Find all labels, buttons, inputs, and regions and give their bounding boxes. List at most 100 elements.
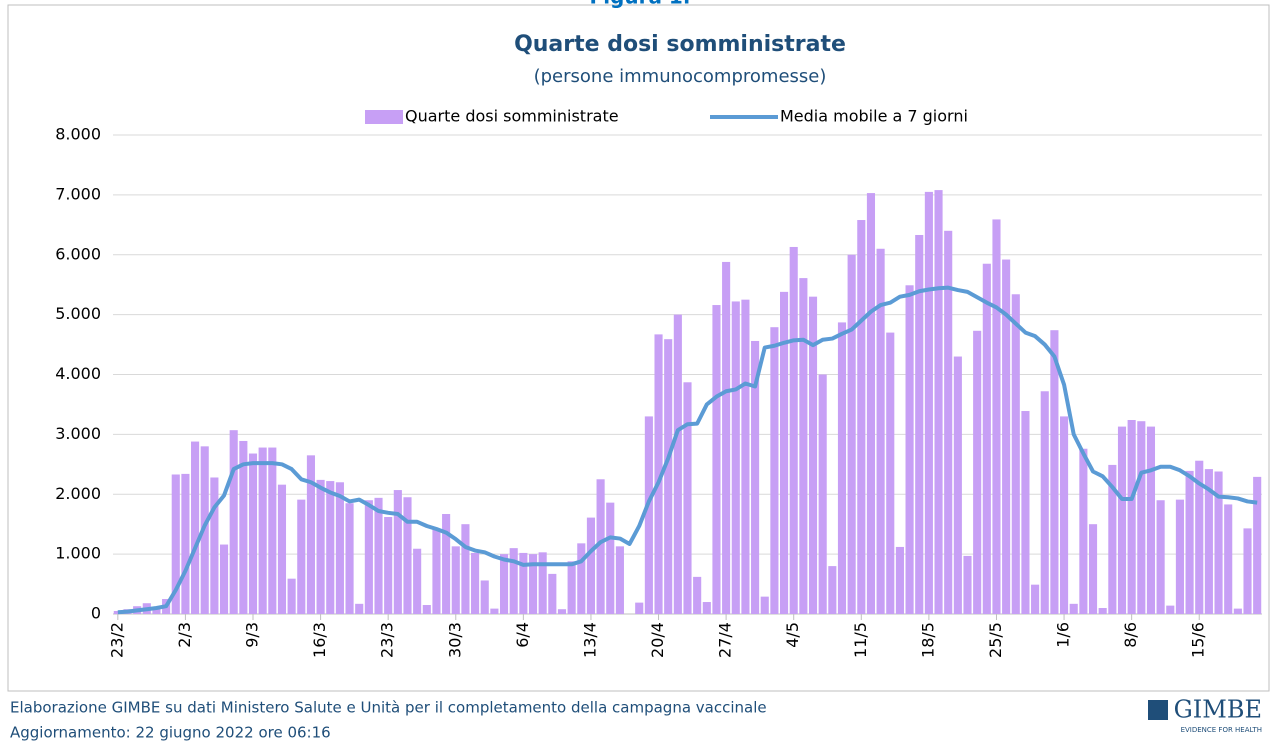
bar [499, 554, 509, 614]
bar [1117, 426, 1127, 614]
bar [924, 191, 933, 614]
bar [490, 608, 499, 614]
bar [992, 219, 1001, 614]
bar [1185, 470, 1194, 614]
bar [268, 447, 277, 614]
logo: GIMBE [1174, 696, 1262, 724]
bar [374, 497, 383, 614]
bar [471, 552, 480, 614]
bar [808, 296, 818, 614]
bar [683, 382, 692, 614]
bar [210, 477, 219, 614]
bar [355, 603, 364, 614]
y-tick-label: 4.000 [55, 364, 101, 383]
bar [1195, 460, 1204, 614]
bar [596, 479, 605, 614]
y-tick-label: 7.000 [55, 184, 101, 203]
y-tick-label: 0 [91, 604, 101, 623]
bar [219, 544, 229, 614]
bar [751, 340, 760, 614]
bar [577, 543, 586, 614]
figure-label: Figura 1. [590, 0, 691, 9]
x-tick-label: 1/6 [1054, 622, 1073, 648]
bar [1031, 584, 1040, 614]
bar [229, 430, 238, 614]
bar [895, 546, 904, 614]
bar [712, 305, 721, 614]
bar [828, 566, 837, 614]
x-tick-label: 25/5 [986, 622, 1005, 658]
bar [779, 291, 789, 614]
bar [963, 555, 972, 614]
bar [944, 230, 953, 615]
bar [181, 473, 190, 614]
bar [567, 561, 576, 614]
y-tick-label: 2.000 [55, 484, 101, 503]
logo-icon [1148, 700, 1168, 720]
bar [818, 374, 827, 614]
bar [297, 499, 306, 614]
bar [1021, 411, 1030, 614]
bar [1175, 499, 1184, 614]
bar [654, 334, 663, 614]
bar [847, 254, 856, 614]
bar [1098, 608, 1107, 614]
bar [461, 524, 470, 614]
bar [538, 552, 547, 614]
bar [191, 441, 200, 614]
legend-swatch [365, 110, 403, 124]
y-tick-label: 1.000 [55, 544, 101, 563]
x-tick-label: 27/4 [716, 622, 735, 658]
bar [1069, 603, 1078, 614]
bar [586, 517, 596, 614]
bar [799, 278, 808, 614]
x-tick-label: 6/4 [513, 622, 532, 648]
bar [1146, 426, 1156, 614]
chart-title: Quarte dosi somministrate [514, 32, 846, 57]
bar [606, 502, 615, 614]
bar [422, 605, 431, 614]
bar [915, 234, 924, 614]
bar [1156, 500, 1165, 614]
bar [557, 609, 567, 614]
x-tick-label: 8/6 [1121, 622, 1140, 648]
bar [664, 339, 673, 614]
x-tick-label: 4/5 [783, 622, 802, 648]
bar [316, 479, 325, 614]
bar [306, 455, 315, 614]
logo-tagline: EVIDENCE FOR HEALTH [1181, 726, 1262, 734]
legend-label: Quarte dosi somministrate [405, 107, 619, 126]
bar [722, 261, 731, 614]
bar [615, 546, 624, 614]
x-tick-label: 11/5 [851, 622, 870, 658]
bar [393, 490, 402, 614]
bar [528, 554, 538, 614]
x-tick-label: 16/3 [310, 622, 329, 658]
legend-label: Media mobile a 7 giorni [780, 107, 968, 126]
bar [152, 606, 161, 614]
bar [953, 356, 962, 614]
bar [857, 220, 866, 614]
bar [326, 481, 335, 614]
x-tick-label: 18/5 [918, 622, 937, 658]
bar [345, 503, 354, 614]
bar [171, 474, 180, 614]
bar [1233, 608, 1242, 614]
bar [1137, 421, 1146, 614]
bar [239, 440, 248, 614]
bar [673, 314, 682, 614]
bar [635, 602, 644, 614]
bar [876, 248, 885, 614]
bar [1060, 416, 1069, 614]
bar [644, 416, 653, 614]
bar [1204, 469, 1213, 614]
bar [886, 332, 895, 614]
bar [258, 447, 267, 614]
bar [1243, 528, 1252, 614]
bar [432, 528, 441, 614]
bar [1224, 504, 1233, 614]
bar [1011, 294, 1020, 614]
bar [702, 602, 711, 614]
bar [248, 453, 258, 614]
